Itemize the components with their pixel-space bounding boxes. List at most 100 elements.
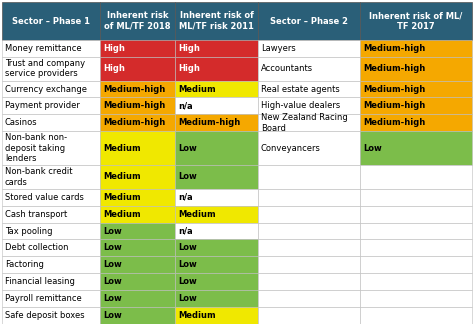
Bar — [360, 40, 472, 57]
Bar — [175, 165, 258, 189]
Bar — [258, 273, 360, 290]
Bar — [2, 114, 100, 131]
Bar — [258, 307, 360, 324]
Text: Accountants: Accountants — [261, 64, 313, 73]
Bar — [258, 189, 360, 206]
Text: Low: Low — [178, 172, 197, 181]
Bar — [2, 40, 100, 57]
Text: Debt collection: Debt collection — [5, 243, 69, 252]
Text: Low: Low — [178, 294, 197, 303]
Text: Casinos: Casinos — [5, 118, 37, 127]
Bar — [360, 57, 472, 81]
Bar — [175, 114, 258, 131]
Bar — [175, 57, 258, 81]
Text: Medium: Medium — [103, 210, 141, 219]
Text: Low: Low — [363, 144, 382, 153]
Text: Low: Low — [103, 277, 122, 286]
Bar — [360, 81, 472, 98]
Bar — [175, 189, 258, 206]
Bar — [100, 98, 175, 114]
Bar — [175, 256, 258, 273]
Bar — [2, 57, 100, 81]
Text: New Zealand Racing
Board: New Zealand Racing Board — [261, 113, 348, 133]
Text: Non-bank non-
deposit taking
lenders: Non-bank non- deposit taking lenders — [5, 133, 67, 163]
Bar — [360, 290, 472, 307]
Bar — [100, 131, 175, 165]
Bar — [100, 290, 175, 307]
Text: Financial leasing: Financial leasing — [5, 277, 75, 286]
Bar — [360, 223, 472, 239]
Bar — [258, 131, 360, 165]
Text: Medium-high: Medium-high — [363, 118, 425, 127]
Text: Inherent risk
of ML/TF 2018: Inherent risk of ML/TF 2018 — [104, 11, 171, 31]
Text: Low: Low — [103, 243, 122, 252]
Text: n/a: n/a — [178, 226, 192, 236]
Text: Real estate agents: Real estate agents — [261, 85, 340, 94]
Bar — [2, 165, 100, 189]
Bar — [2, 81, 100, 98]
Bar — [175, 2, 258, 40]
Bar — [258, 165, 360, 189]
Text: Medium-high: Medium-high — [103, 118, 165, 127]
Bar — [175, 131, 258, 165]
Text: Payroll remittance: Payroll remittance — [5, 294, 82, 303]
Bar — [100, 189, 175, 206]
Bar — [100, 40, 175, 57]
Bar — [258, 98, 360, 114]
Bar — [2, 307, 100, 324]
Bar — [100, 2, 175, 40]
Text: Medium-high: Medium-high — [103, 101, 165, 110]
Bar — [100, 81, 175, 98]
Text: Low: Low — [178, 277, 197, 286]
Bar — [258, 223, 360, 239]
Bar — [360, 273, 472, 290]
Bar — [2, 189, 100, 206]
Text: Medium: Medium — [103, 144, 141, 153]
Bar — [360, 256, 472, 273]
Bar — [100, 273, 175, 290]
Bar — [2, 131, 100, 165]
Text: Payment provider: Payment provider — [5, 101, 80, 110]
Text: Inherent risk of ML/
TF 2017: Inherent risk of ML/ TF 2017 — [369, 11, 463, 31]
Bar — [175, 239, 258, 256]
Bar — [360, 239, 472, 256]
Bar — [175, 98, 258, 114]
Bar — [175, 40, 258, 57]
Text: Medium-high: Medium-high — [103, 85, 165, 94]
Bar — [2, 206, 100, 223]
Text: Non-bank credit
cards: Non-bank credit cards — [5, 167, 73, 187]
Text: High: High — [103, 44, 125, 53]
Bar — [258, 206, 360, 223]
Text: Low: Low — [178, 243, 197, 252]
Text: High: High — [103, 64, 125, 73]
Text: Low: Low — [103, 311, 122, 320]
Text: Safe deposit boxes: Safe deposit boxes — [5, 311, 85, 320]
Text: n/a: n/a — [178, 193, 192, 202]
Bar — [2, 223, 100, 239]
Text: Lawyers: Lawyers — [261, 44, 296, 53]
Text: Medium: Medium — [178, 311, 216, 320]
Text: Money remittance: Money remittance — [5, 44, 82, 53]
Bar — [2, 239, 100, 256]
Text: Medium-high: Medium-high — [363, 101, 425, 110]
Text: High: High — [178, 44, 200, 53]
Bar — [2, 2, 100, 40]
Bar — [100, 114, 175, 131]
Text: Medium: Medium — [178, 210, 216, 219]
Bar — [258, 57, 360, 81]
Text: Low: Low — [178, 144, 197, 153]
Bar — [175, 290, 258, 307]
Text: Sector – Phase 1: Sector – Phase 1 — [12, 17, 90, 26]
Bar — [2, 98, 100, 114]
Bar — [360, 189, 472, 206]
Bar — [258, 81, 360, 98]
Bar — [258, 239, 360, 256]
Bar — [100, 256, 175, 273]
Text: Medium: Medium — [178, 85, 216, 94]
Bar — [175, 81, 258, 98]
Bar — [360, 165, 472, 189]
Bar — [360, 114, 472, 131]
Bar — [100, 239, 175, 256]
Bar — [100, 307, 175, 324]
Text: Low: Low — [103, 226, 122, 236]
